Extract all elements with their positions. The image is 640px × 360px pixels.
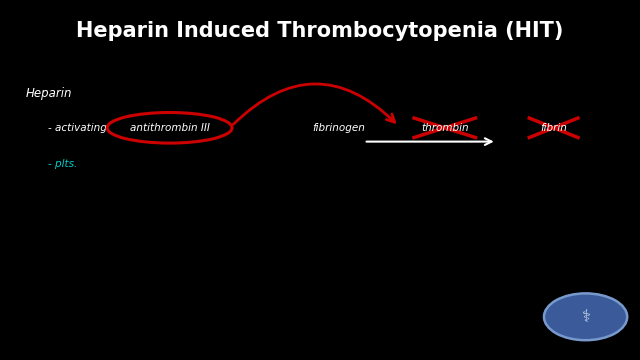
Text: antithrombin III: antithrombin III	[130, 123, 209, 133]
Text: Heparin Induced Thrombocytopenia (HIT): Heparin Induced Thrombocytopenia (HIT)	[76, 21, 564, 41]
Text: - plts.: - plts.	[48, 159, 77, 169]
Text: - activating: - activating	[48, 123, 107, 133]
Text: fibrinogen: fibrinogen	[312, 123, 365, 133]
Text: ⚕: ⚕	[581, 308, 590, 326]
Text: thrombin: thrombin	[421, 123, 468, 133]
Text: fibrin: fibrin	[540, 123, 567, 133]
Text: Heparin: Heparin	[26, 87, 72, 100]
